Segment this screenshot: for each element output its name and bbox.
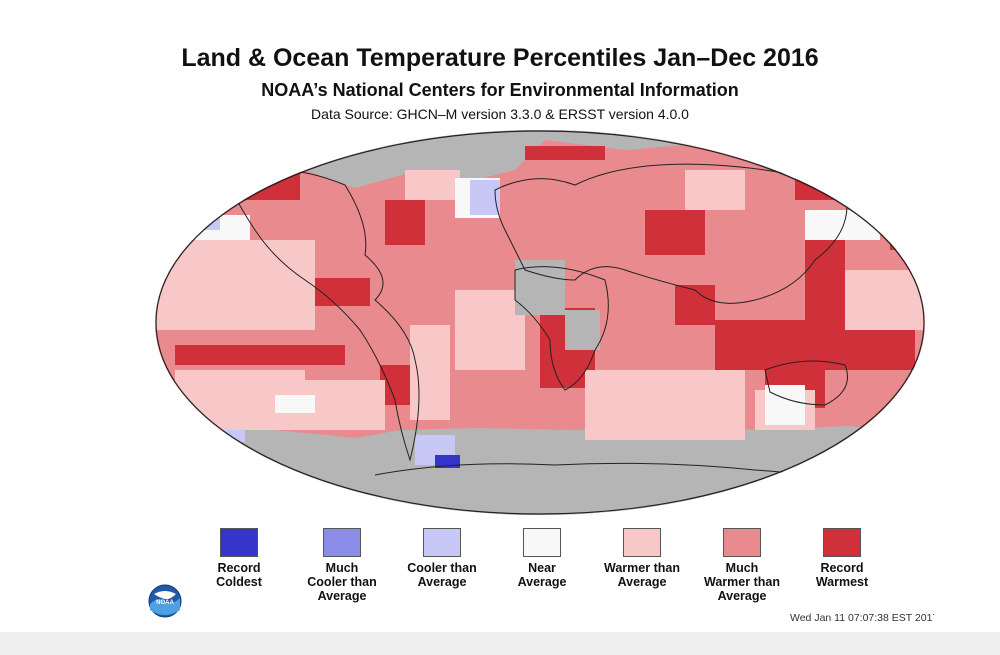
legend-much-warmer: Much Warmer than Average	[703, 528, 799, 603]
legend-swatch	[623, 528, 661, 557]
legend-record-coldest: Record Coldest	[200, 528, 296, 589]
legend-label-line: Average	[417, 575, 467, 589]
globe-outline	[155, 130, 925, 515]
no-data-africa-2	[565, 310, 600, 350]
legend-label: Much Cooler than Average	[303, 561, 381, 603]
legend: Record Coldest Much Cooler than Average Coo…	[200, 528, 900, 608]
legend-label: Record Coldest	[200, 561, 278, 589]
legend-warmer: Warmer than Average	[603, 528, 699, 589]
bottom-strip	[0, 632, 1000, 655]
legend-label-line: Much	[325, 561, 359, 575]
legend-cooler: Cooler than Average	[403, 528, 499, 589]
record-coldest-region	[435, 455, 460, 468]
map-subtitle: NOAA’s National Centers for Environmenta…	[261, 80, 739, 100]
legend-label-line: Average	[517, 575, 567, 589]
legend-swatch	[323, 528, 361, 557]
legend-swatch	[423, 528, 461, 557]
legend-label-line: Near	[528, 561, 556, 575]
legend-label-line: Average	[317, 589, 367, 603]
legend-label: Cooler than Average	[403, 561, 481, 589]
data-source: Data Source: GHCN–M version 3.3.0 & ERSS…	[311, 106, 689, 122]
legend-swatch	[220, 528, 258, 557]
legend-label-line: Average	[617, 575, 667, 589]
legend-label-line: Cooler than	[407, 561, 477, 575]
legend-swatch	[823, 528, 861, 557]
legend-label: Record Warmest	[803, 561, 881, 589]
legend-label: Near Average	[503, 561, 581, 589]
legend-label-line: Cooler than	[307, 575, 377, 589]
legend-near-average: Near Average	[503, 528, 599, 589]
legend-swatch	[523, 528, 561, 557]
world-map	[155, 130, 925, 515]
legend-label-line: Warmest	[815, 575, 869, 589]
no-data-antarctic	[155, 426, 925, 515]
legend-swatch	[723, 528, 761, 557]
legend-label-line: Record	[217, 561, 261, 575]
legend-label: Much Warmer than Average	[703, 561, 781, 603]
noaa-logo-icon: NOAA	[148, 584, 182, 618]
world-map-svg	[155, 130, 925, 515]
legend-much-cooler: Much Cooler than Average	[303, 528, 399, 603]
legend-label: Warmer than Average	[603, 561, 681, 589]
legend-label-line: Coldest	[216, 575, 262, 589]
legend-label-line: Warmer than	[604, 561, 680, 575]
legend-record-warmest: Record Warmest	[803, 528, 899, 589]
legend-label-line: Warmer than	[704, 575, 780, 589]
timestamp: Wed Jan 11 07:07:38 EST 2017	[790, 612, 934, 624]
legend-label-line: Average	[717, 589, 767, 603]
legend-label-line: Much	[725, 561, 759, 575]
map-title: Land & Ocean Temperature Percentiles Jan…	[181, 44, 819, 72]
legend-label-line: Record	[820, 561, 864, 575]
noaa-logo-text: NOAA	[156, 600, 174, 606]
no-data-africa	[515, 260, 565, 315]
